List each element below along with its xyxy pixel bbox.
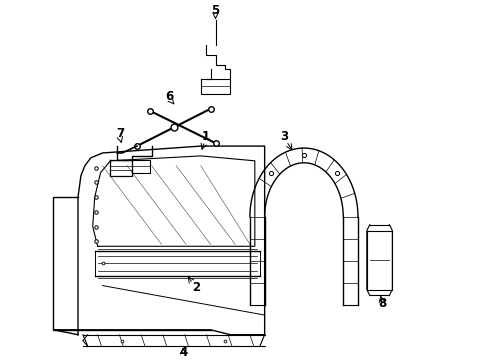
Text: 8: 8 [378,297,387,310]
Text: 3: 3 [280,130,288,143]
Text: 7: 7 [116,127,124,140]
Text: 6: 6 [165,90,173,103]
Text: 2: 2 [192,281,200,294]
Text: 4: 4 [179,346,187,359]
Text: 1: 1 [202,130,210,143]
Text: 5: 5 [211,4,220,17]
